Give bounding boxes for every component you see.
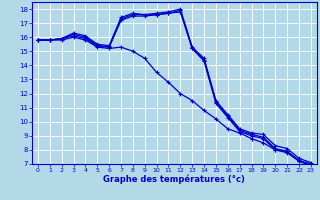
X-axis label: Graphe des températures (°c): Graphe des températures (°c)	[103, 175, 245, 184]
